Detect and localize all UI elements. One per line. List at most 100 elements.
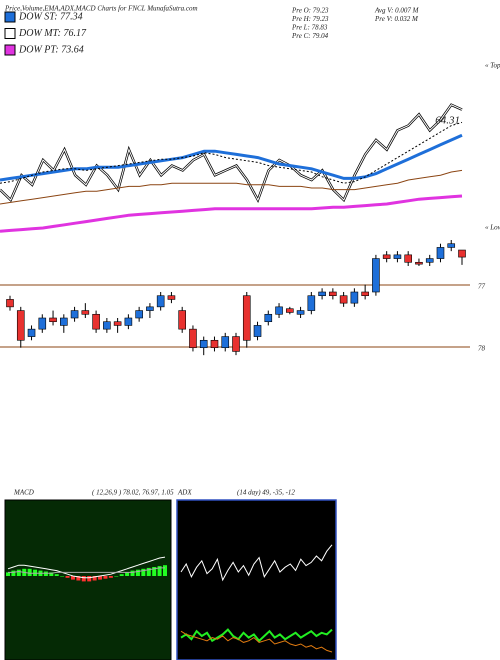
candle-body: [350, 291, 359, 304]
stat-label: Pre O: 79.23: [291, 7, 329, 15]
macd-title: MACD: [13, 489, 34, 497]
candle-body: [393, 254, 402, 259]
candle-body: [49, 317, 57, 323]
candle-body: [372, 258, 380, 293]
candle-body: [329, 291, 337, 297]
macd-histogram-bar: [103, 576, 108, 579]
candle-body: [232, 336, 240, 352]
macd-histogram-bar: [27, 568, 32, 576]
candle-body: [189, 328, 197, 349]
macd-histogram-bar: [119, 574, 124, 576]
adx-params: (14 day) 49, -35, -12: [237, 489, 295, 497]
macd-line: [8, 567, 165, 574]
candle-body: [296, 310, 305, 315]
adx-line: [180, 544, 333, 582]
legend-swatch: [4, 44, 16, 56]
candle-body: [318, 291, 326, 297]
candle-body: [415, 261, 423, 265]
candle-body: [178, 310, 186, 330]
adx-line: [180, 630, 333, 653]
candle-body: [70, 310, 79, 319]
candle-body: [221, 336, 230, 349]
macd-params: ( 12,26,9 ) 78.02, 76.97, 1.05: [92, 489, 174, 497]
macd-histogram-bar: [6, 572, 10, 576]
macd-histogram-bar: [49, 572, 54, 576]
macd-histogram-bar: [60, 576, 65, 577]
candle-body: [103, 321, 111, 330]
macd-histogram-bar: [81, 576, 86, 582]
candle-body: [447, 243, 456, 248]
macd-histogram-bar: [65, 576, 70, 578]
macd-histogram-bar: [125, 572, 130, 576]
candle-body: [382, 254, 391, 259]
stat-label: Pre L: 78.83: [291, 24, 328, 32]
macd-histogram-bar: [76, 576, 81, 581]
candle-body: [124, 317, 133, 326]
candle-body: [27, 328, 36, 337]
macd-histogram-bar: [152, 567, 157, 576]
legend-swatch: [4, 11, 16, 23]
stat-label: Pre H: 79.23: [291, 15, 329, 23]
macd-histogram-bar: [92, 576, 97, 581]
legend-label: DOW PT: 73.64: [18, 44, 84, 55]
candle-body: [404, 254, 412, 263]
ema-line: [0, 133, 463, 182]
last-value-label: 64.31: [435, 115, 460, 127]
lows-label: « Lows: [485, 224, 500, 232]
ema-line: [0, 169, 463, 205]
stat-label: Avg V: 0.007 M: [374, 7, 420, 15]
legend-swatch: [4, 28, 16, 39]
level-label: 78: [478, 345, 486, 353]
macd-histogram-bar: [114, 576, 119, 577]
stat-label: Pre C: 79.04: [291, 32, 329, 40]
macd-histogram-bar: [98, 576, 103, 580]
macd-histogram-bar: [11, 570, 16, 576]
candle-body: [60, 317, 68, 326]
macd-histogram-bar: [146, 567, 151, 576]
level-label: 77: [478, 283, 486, 291]
adx-title: ADX: [177, 489, 192, 497]
candle-body: [275, 306, 283, 315]
candle-body: [210, 339, 219, 349]
macd-line: [7, 556, 166, 579]
candle-body: [135, 310, 143, 319]
macd-histogram-bar: [16, 569, 21, 576]
stat-label: Pre V: 0.032 M: [374, 15, 419, 23]
candle-body: [199, 339, 208, 349]
candle-body: [286, 308, 294, 313]
macd-histogram-bar: [108, 576, 113, 578]
macd-histogram-bar: [141, 568, 146, 576]
candle-body: [38, 317, 47, 330]
macd-histogram-bar: [130, 570, 135, 576]
candle-body: [6, 299, 14, 308]
candle-body: [16, 310, 25, 341]
ema-line: [0, 104, 463, 202]
candle-body: [156, 295, 165, 308]
candle-body: [242, 295, 251, 341]
macd-histogram-bar: [70, 576, 75, 580]
candle-body: [146, 306, 154, 311]
page-title: Price,Volume,EMA,ADX,MACD Charts for FNC…: [4, 5, 198, 13]
candle-body: [458, 249, 466, 258]
macd-histogram-bar: [163, 565, 167, 576]
candle-body: [253, 325, 262, 337]
adx-line: [180, 628, 333, 643]
macd-histogram-bar: [157, 566, 162, 576]
candle-body: [361, 291, 369, 297]
legend-label: DOW MT: 76.17: [18, 28, 87, 39]
candle-body: [113, 321, 122, 326]
candle-body: [425, 258, 434, 263]
ema-line: [0, 121, 463, 184]
candle-body: [81, 310, 90, 315]
legend-label: DOW ST: 77.34: [18, 11, 83, 22]
tops-label: « Tops: [485, 62, 500, 70]
candle-body: [92, 313, 100, 330]
candle-body: [307, 295, 316, 311]
candle-body: [167, 295, 176, 300]
macd-histogram-bar: [54, 574, 59, 576]
candle-body: [436, 247, 445, 259]
candle-body: [339, 295, 348, 304]
candle-body: [264, 313, 273, 323]
macd-histogram-bar: [87, 576, 92, 582]
